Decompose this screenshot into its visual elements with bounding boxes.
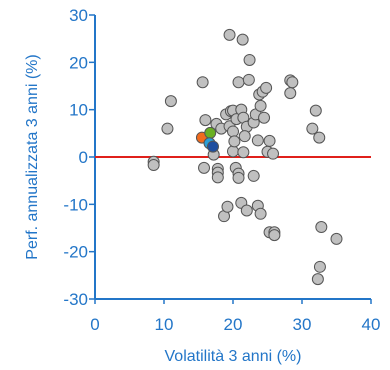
data-point xyxy=(227,125,239,138)
y-tick-label: -20 xyxy=(63,243,88,262)
data-point xyxy=(196,76,209,89)
data-points xyxy=(147,28,343,286)
x-tick-label: 30 xyxy=(293,315,312,334)
data-point xyxy=(286,76,299,89)
data-point xyxy=(247,169,260,182)
data-point xyxy=(240,204,253,217)
x-axis-title: Volatilità 3 anni (%) xyxy=(165,348,302,365)
data-point xyxy=(232,76,245,89)
data-point xyxy=(164,95,177,108)
data-point xyxy=(309,104,322,117)
data-point xyxy=(258,111,271,124)
data-point xyxy=(161,122,174,135)
y-tick-label: -30 xyxy=(63,290,88,309)
y-axis-title: Perf. annualizzata 3 anni (%) xyxy=(24,54,41,259)
data-point xyxy=(198,161,211,174)
x-tick-label: 10 xyxy=(155,315,174,334)
data-point xyxy=(306,122,319,135)
data-point xyxy=(238,130,251,143)
data-point xyxy=(313,260,326,273)
y-tick-label: -10 xyxy=(63,195,88,214)
data-point xyxy=(267,147,280,160)
data-point xyxy=(260,81,273,94)
data-point xyxy=(251,134,264,147)
data-point xyxy=(284,87,297,100)
data-point xyxy=(268,229,281,242)
data-point xyxy=(237,146,250,159)
data-point xyxy=(223,28,236,41)
data-point xyxy=(313,131,326,144)
x-tick-label: 40 xyxy=(362,315,381,334)
x-tick-label: 0 xyxy=(90,315,99,334)
data-point xyxy=(199,114,212,127)
data-point xyxy=(315,221,328,234)
data-point xyxy=(311,273,324,286)
data-point xyxy=(242,73,255,86)
data-point xyxy=(232,171,245,184)
data-point xyxy=(221,200,234,213)
y-tick-label: 10 xyxy=(69,101,88,120)
y-tick-label: 20 xyxy=(69,53,88,72)
y-tick-label: 0 xyxy=(79,148,88,167)
data-point xyxy=(243,53,256,66)
data-point xyxy=(227,145,239,158)
y-tick-label: 30 xyxy=(69,6,88,25)
data-point xyxy=(228,135,241,148)
data-point xyxy=(263,134,276,147)
x-tick-label: 20 xyxy=(224,315,243,334)
data-point xyxy=(147,159,160,172)
data-point xyxy=(254,99,267,112)
data-point xyxy=(236,33,249,46)
data-point xyxy=(206,140,219,153)
data-point xyxy=(330,232,343,245)
data-point xyxy=(204,126,217,139)
data-point xyxy=(254,207,267,220)
data-point xyxy=(211,171,224,184)
